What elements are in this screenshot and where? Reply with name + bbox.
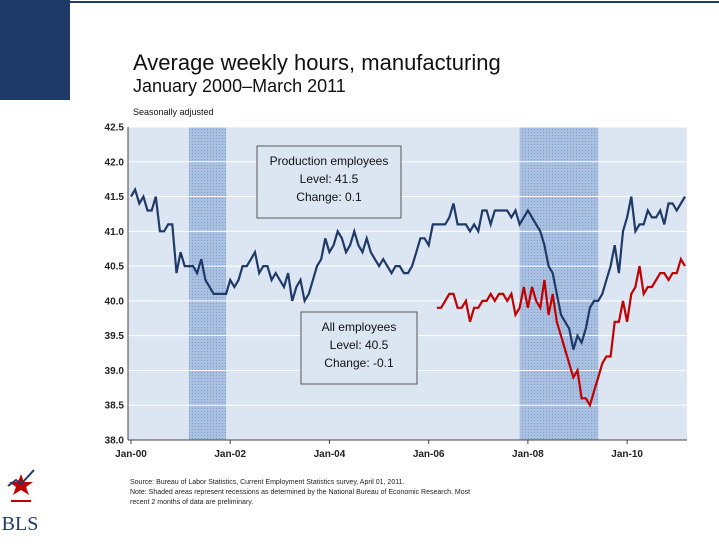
source-line: Note: Shaded areas represent recessions …	[130, 489, 470, 496]
annotation-box	[300, 311, 418, 385]
annotation-text: Level: 41.5	[300, 172, 359, 186]
y-tick-label: 41.0	[105, 227, 125, 238]
recession-band	[519, 127, 599, 440]
y-tick-label: 38.0	[105, 436, 125, 447]
annotation-text: Change: 0.1	[296, 190, 362, 204]
x-tick-label: Jan-10	[611, 449, 643, 460]
x-tick-label: Jan-08	[512, 449, 544, 460]
y-tick-label: 38.5	[105, 401, 125, 412]
chart-title: Average weekly hours, manufacturing	[133, 50, 501, 75]
annotation-text: All employees	[322, 320, 397, 334]
y-tick-label: 40.5	[105, 262, 125, 273]
x-tick-label: Jan-02	[214, 449, 246, 460]
series-line	[436, 256, 686, 408]
x-tick-label: Jan-06	[413, 449, 445, 460]
series-line	[130, 186, 686, 350]
y-tick-label: 39.5	[105, 331, 125, 342]
chart-subtitle: January 2000–March 2011	[133, 76, 346, 96]
source-line: recent 2 months of data are preliminary.	[130, 499, 253, 506]
annotation-text: Level: 40.5	[330, 338, 389, 352]
plot: 38.0 38.5 39.0 39.5 40.0 40.5 41.0 41.5 42.0 42.5…	[105, 123, 687, 460]
annotation-text: Change: -0.1	[324, 356, 394, 370]
y-tick-label: 40.0	[105, 296, 125, 307]
annotation-box	[256, 145, 402, 219]
annotation-text: Production employees	[270, 154, 389, 168]
source-line: Source: Bureau of Labor Statistics, Curr…	[130, 479, 404, 486]
logo-star	[7, 469, 35, 502]
y-tick-label: 42.5	[105, 123, 125, 134]
note: Seasonally adjusted	[133, 107, 214, 117]
y-tick-label: 39.0	[105, 366, 125, 377]
y-tick-label: 42.0	[105, 157, 125, 168]
y-tick-label: 41.5	[105, 192, 125, 203]
x-tick-label: Jan-04	[314, 449, 346, 460]
side-band	[0, 0, 70, 100]
logo: BLS	[2, 513, 39, 535]
x-tick-label: Jan-00	[115, 449, 147, 460]
